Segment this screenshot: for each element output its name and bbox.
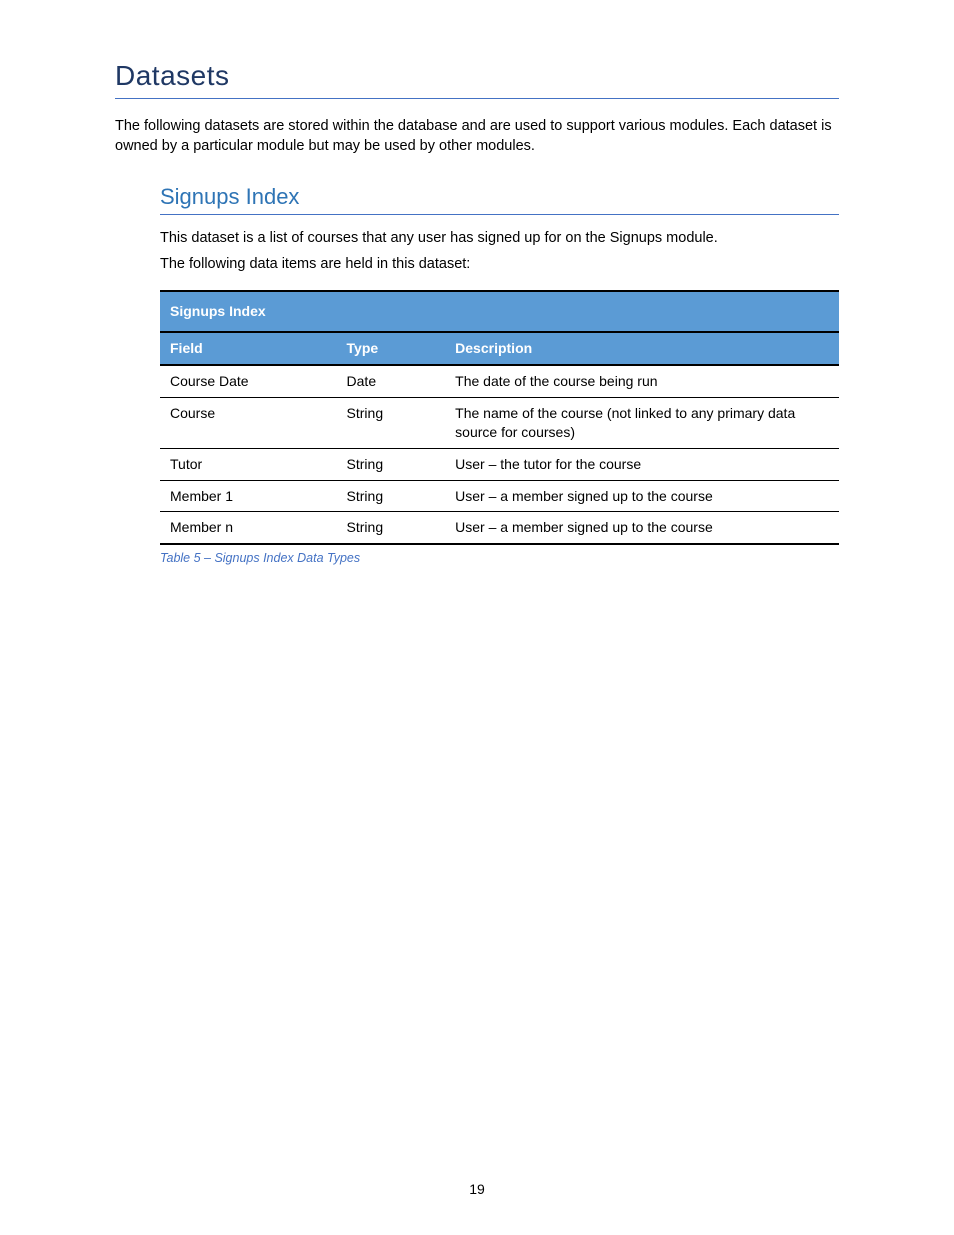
table-caption: Table 5 – Signups Index Data Types [160, 551, 839, 565]
cell-field: Tutor [160, 448, 337, 480]
table-row: Member 1 String User – a member signed u… [160, 480, 839, 512]
section-title: Datasets [115, 60, 839, 92]
col-header-field: Field [160, 332, 337, 365]
table-row: Course Date Date The date of the course … [160, 365, 839, 397]
table-title-cell: Signups Index [160, 291, 839, 332]
cell-desc: User – a member signed up to the course [445, 512, 839, 544]
signups-index-table: Signups Index Field Type Description Cou… [160, 290, 839, 545]
table-title-row: Signups Index [160, 291, 839, 332]
subsection-container: Signups Index This dataset is a list of … [160, 184, 839, 565]
subsection-intro-1: This dataset is a list of courses that a… [160, 229, 839, 249]
section-divider [115, 98, 839, 99]
cell-type: String [337, 448, 446, 480]
subsection-intro-2: The following data items are held in thi… [160, 255, 839, 275]
table-column-header-row: Field Type Description [160, 332, 839, 365]
cell-desc: The date of the course being run [445, 365, 839, 397]
subsection-title: Signups Index [160, 184, 839, 210]
table-row: Course String The name of the course (no… [160, 397, 839, 448]
cell-field: Course Date [160, 365, 337, 397]
cell-field: Course [160, 397, 337, 448]
section-intro: The following datasets are stored within… [115, 117, 839, 156]
cell-desc: The name of the course (not linked to an… [445, 397, 839, 448]
cell-type: Date [337, 365, 446, 397]
table-row: Member n String User – a member signed u… [160, 512, 839, 544]
table-row: Tutor String User – the tutor for the co… [160, 448, 839, 480]
cell-type: String [337, 480, 446, 512]
col-header-type: Type [337, 332, 446, 365]
cell-type: String [337, 397, 446, 448]
subsection-divider [160, 214, 839, 215]
cell-field: Member 1 [160, 480, 337, 512]
cell-field: Member n [160, 512, 337, 544]
col-header-desc: Description [445, 332, 839, 365]
cell-desc: User – the tutor for the course [445, 448, 839, 480]
cell-desc: User – a member signed up to the course [445, 480, 839, 512]
cell-type: String [337, 512, 446, 544]
page-number: 19 [0, 1181, 954, 1197]
